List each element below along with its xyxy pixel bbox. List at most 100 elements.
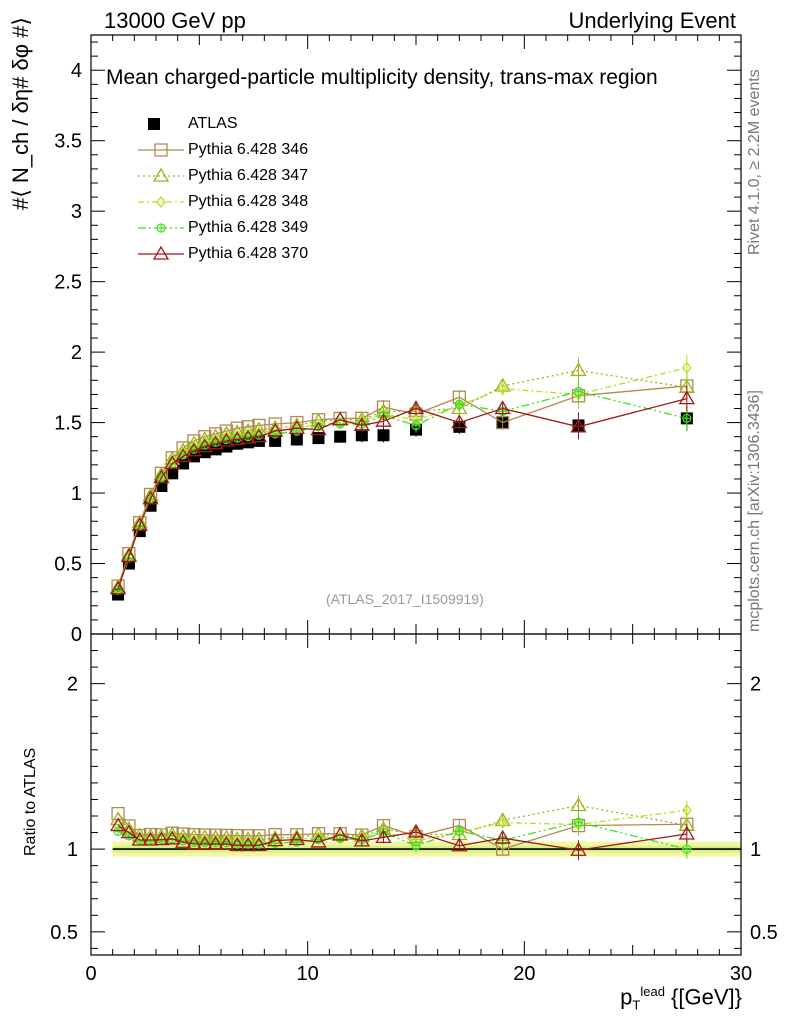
main-point-pythia-6-428-370-19 bbox=[375, 412, 392, 427]
main-point-atlas-16 bbox=[312, 432, 325, 445]
main-point-atlas-1 bbox=[122, 557, 135, 570]
ratio-point-pythia-6-428-348-24 bbox=[682, 804, 692, 817]
legend-symbol-3 bbox=[156, 195, 166, 209]
legend-label-atlas: ATLAS bbox=[188, 115, 238, 132]
main-point-pythia-6-428-370-24 bbox=[678, 390, 695, 405]
main-line-pythia-6-428-347 bbox=[117, 369, 687, 588]
main-point-pythia-6-428-370-13 bbox=[250, 428, 268, 443]
ratio-point-pythia-6-428-370-8 bbox=[196, 835, 213, 850]
ratio-point-pythia-6-428-370-10 bbox=[218, 835, 235, 850]
x-tick-label-0: 0 bbox=[85, 963, 96, 985]
main-series-pythia-6-428-348 bbox=[113, 354, 692, 595]
ratio-point-pythia-6-428-349-0 bbox=[113, 826, 123, 837]
ratio-point-pythia-6-428-370-0 bbox=[109, 817, 127, 832]
ratio-point-pythia-6-428-348-22 bbox=[497, 816, 508, 829]
legend-entry-347: Pythia 6.428 347 bbox=[138, 165, 398, 187]
ratio-point-pythia-6-428-370-9 bbox=[207, 835, 224, 850]
main-point-pythia-6-428-349-21 bbox=[454, 399, 464, 409]
main-point-pythia-6-428-348-22 bbox=[497, 382, 508, 395]
main-point-pythia-6-428-370-2 bbox=[131, 517, 148, 532]
legend-marker-347 bbox=[138, 167, 184, 182]
ratio-point-pythia-6-428-370-12 bbox=[239, 837, 257, 852]
main-point-pythia-6-428-370-12 bbox=[239, 429, 257, 444]
ratio-point-pythia-6-428-370-6 bbox=[174, 833, 192, 848]
legend-label-370: Pythia 6.428 370 bbox=[188, 245, 309, 262]
main-y-tick-label-0: 0 bbox=[71, 624, 82, 646]
main-point-pythia-6-428-347-21 bbox=[451, 400, 468, 415]
main-point-pythia-6-428-370-4 bbox=[153, 469, 170, 484]
chart-title: Mean charged-particle multiplicity densi… bbox=[106, 66, 658, 89]
x-axis-label-p: p bbox=[620, 984, 633, 1010]
legend-marker-atlas bbox=[148, 118, 160, 130]
ratio-y-tick-label-right-0.5: 0.5 bbox=[750, 922, 778, 944]
legend-symbol-0 bbox=[148, 118, 160, 130]
legend-symbol-4 bbox=[156, 223, 166, 233]
main-point-atlas-18 bbox=[355, 429, 368, 442]
legend-marker-348 bbox=[138, 195, 184, 209]
x-axis-label-sup: lead bbox=[640, 984, 665, 999]
ratio-point-pythia-6-428-370-13 bbox=[250, 837, 268, 852]
main-point-atlas-5 bbox=[166, 467, 179, 480]
main-point-pythia-6-428-370-9 bbox=[207, 435, 224, 450]
ratio-point-pythia-6-428-370-3 bbox=[142, 831, 159, 846]
ratio-point-pythia-6-428-370-11 bbox=[229, 837, 246, 852]
ratio-y-axis-label: Ratio to ATLAS bbox=[22, 747, 39, 856]
ratio-point-pythia-6-428-349-23 bbox=[573, 817, 584, 827]
main-point-pythia-6-428-347-23 bbox=[570, 362, 587, 377]
ratio-point-pythia-6-428-370-17 bbox=[332, 826, 349, 841]
main-point-pythia-6-428-370-8 bbox=[196, 438, 213, 453]
ratio-y-tick-label-0.5: 0.5 bbox=[50, 922, 78, 944]
main-point-pythia-6-428-370-7 bbox=[185, 442, 203, 457]
ratio-point-pythia-6-428-370-19 bbox=[375, 829, 392, 844]
main-point-atlas-14 bbox=[269, 434, 282, 447]
ratio-series-pythia-6-428-370 bbox=[109, 817, 695, 861]
main-point-pythia-6-428-370-1 bbox=[120, 548, 138, 563]
main-line-pythia-6-428-348 bbox=[117, 366, 687, 590]
ratio-point-pythia-6-428-370-18 bbox=[353, 832, 370, 847]
legend-entry-346: Pythia 6.428 346 bbox=[138, 139, 398, 161]
main-series-pythia-6-428-370 bbox=[109, 385, 695, 595]
ratio-point-pythia-6-428-370-21 bbox=[451, 837, 468, 852]
legend-marker-346 bbox=[138, 143, 184, 157]
ratio-y-tick-label-right-2: 2 bbox=[750, 674, 761, 696]
main-point-pythia-6-428-349-24 bbox=[682, 413, 692, 424]
ratio-point-pythia-6-428-370-15 bbox=[288, 831, 305, 846]
ratio-y-tick-label-right-1: 1 bbox=[750, 839, 761, 861]
ratio-point-pythia-6-428-370-1 bbox=[120, 824, 138, 839]
ratio-point-pythia-6-428-349-20 bbox=[411, 841, 421, 851]
ratio-point-pythia-6-428-349-24 bbox=[682, 844, 692, 854]
ratio-y-tick-label-1: 1 bbox=[67, 839, 78, 861]
main-point-pythia-6-428-370-10 bbox=[218, 432, 235, 447]
main-y-axis-label: #⟨ N_ch / δη# δφ #⟩ bbox=[8, 17, 33, 210]
x-tick-label-20: 20 bbox=[513, 963, 535, 985]
main-point-pythia-6-428-370-18 bbox=[353, 417, 370, 432]
legend-entry-348: Pythia 6.428 348 bbox=[138, 191, 398, 213]
collision-energy-label: 13000 GeV pp bbox=[104, 8, 246, 33]
legend-label-349: Pythia 6.428 349 bbox=[188, 219, 309, 236]
main-y-tick-label-4: 4 bbox=[71, 60, 82, 82]
main-point-pythia-6-428-370-11 bbox=[229, 431, 246, 446]
ratio-point-pythia-6-428-370-22 bbox=[494, 829, 511, 844]
main-line-pythia-6-428-346 bbox=[117, 385, 687, 587]
main-point-pythia-6-428-370-23 bbox=[570, 418, 587, 433]
legend-label-347: Pythia 6.428 347 bbox=[188, 167, 309, 184]
ratio-point-pythia-6-428-370-24 bbox=[678, 825, 695, 840]
main-point-pythia-6-428-348-24 bbox=[682, 361, 692, 374]
legend-entry-370: Pythia 6.428 370 bbox=[138, 243, 398, 265]
main-y-tick-label-3.5: 3.5 bbox=[54, 131, 82, 153]
mcplots-reference-label: mcplots.cern.ch [arXiv:1306.3436] bbox=[746, 390, 763, 632]
main-y-tick-label-0.5: 0.5 bbox=[54, 554, 82, 576]
legend-symbol-1 bbox=[154, 143, 168, 157]
ratio-point-pythia-6-428-370-2 bbox=[131, 831, 148, 846]
legend-entry-349: Pythia 6.428 349 bbox=[138, 217, 398, 239]
main-point-pythia-6-428-370-20 bbox=[407, 400, 425, 415]
main-point-atlas-6 bbox=[177, 457, 190, 470]
main-line-pythia-6-428-370 bbox=[117, 397, 687, 590]
x-tick-label-10: 10 bbox=[297, 963, 319, 985]
ratio-point-pythia-6-428-349-21 bbox=[454, 826, 464, 836]
main-y-tick-label-2: 2 bbox=[71, 342, 82, 364]
ratio-point-pythia-6-428-370-16 bbox=[310, 833, 327, 848]
ratio-point-pythia-6-428-347-23 bbox=[570, 797, 587, 812]
main-point-pythia-6-428-370-3 bbox=[142, 490, 159, 505]
main-point-pythia-6-428-370-5 bbox=[164, 455, 181, 470]
